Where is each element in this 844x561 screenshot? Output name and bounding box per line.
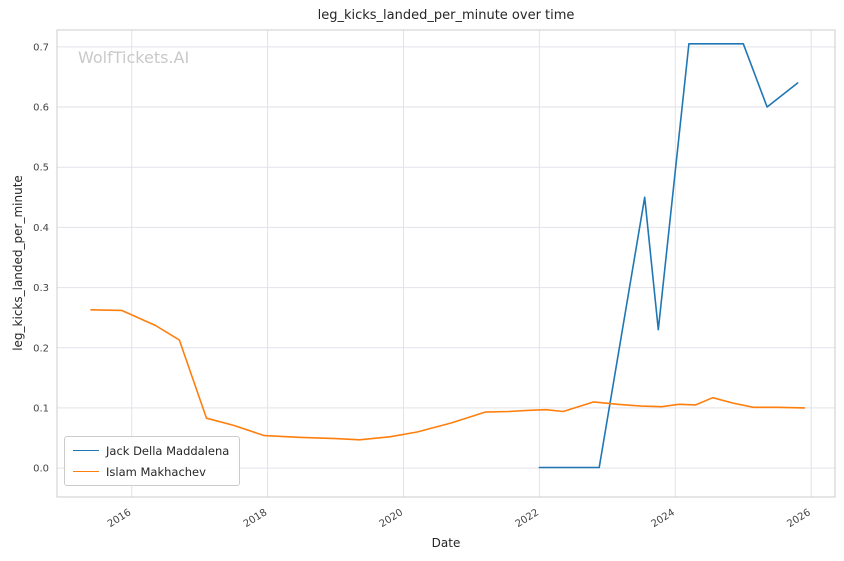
y-tick-label: 0.6: [33, 103, 49, 114]
legend-label: Jack Della Maddalena: [106, 443, 230, 458]
series-line-0: [538, 42, 799, 469]
y-tick-label: 0.5: [33, 163, 49, 174]
x-tick-label: 2020: [378, 507, 405, 530]
x-axis-label: Date: [431, 536, 461, 550]
watermark: WolfTickets.AI: [78, 48, 190, 67]
legend: Jack Della Maddalena Islam Makhachev: [64, 436, 241, 486]
y-tick-label: 0.3: [33, 283, 49, 294]
y-tick-label: 0.4: [33, 223, 49, 234]
x-tick-label: 2016: [106, 507, 133, 530]
x-tick-label: 2024: [649, 507, 676, 530]
series-line-1: [90, 308, 806, 441]
legend-line-swatch: [73, 471, 99, 472]
x-tick-label: 2018: [242, 507, 269, 530]
plot-border: [56, 29, 836, 498]
y-tick-label: 0.0: [33, 464, 49, 475]
legend-item: Jack Della Maddalena: [73, 442, 229, 459]
legend-item: Islam Makhachev: [73, 463, 229, 480]
legend-label: Islam Makhachev: [106, 464, 206, 479]
y-tick-label: 0.1: [33, 403, 49, 414]
x-tick-label: 2026: [785, 507, 812, 530]
chart-title: leg_kicks_landed_per_minute over time: [317, 8, 575, 23]
y-axis-label: leg_kicks_landed_per_minute: [11, 175, 25, 351]
legend-line-swatch: [73, 450, 99, 451]
x-tick-label: 2022: [514, 507, 541, 530]
y-tick-label: 0.7: [33, 42, 49, 53]
y-tick-label: 0.2: [33, 343, 49, 354]
